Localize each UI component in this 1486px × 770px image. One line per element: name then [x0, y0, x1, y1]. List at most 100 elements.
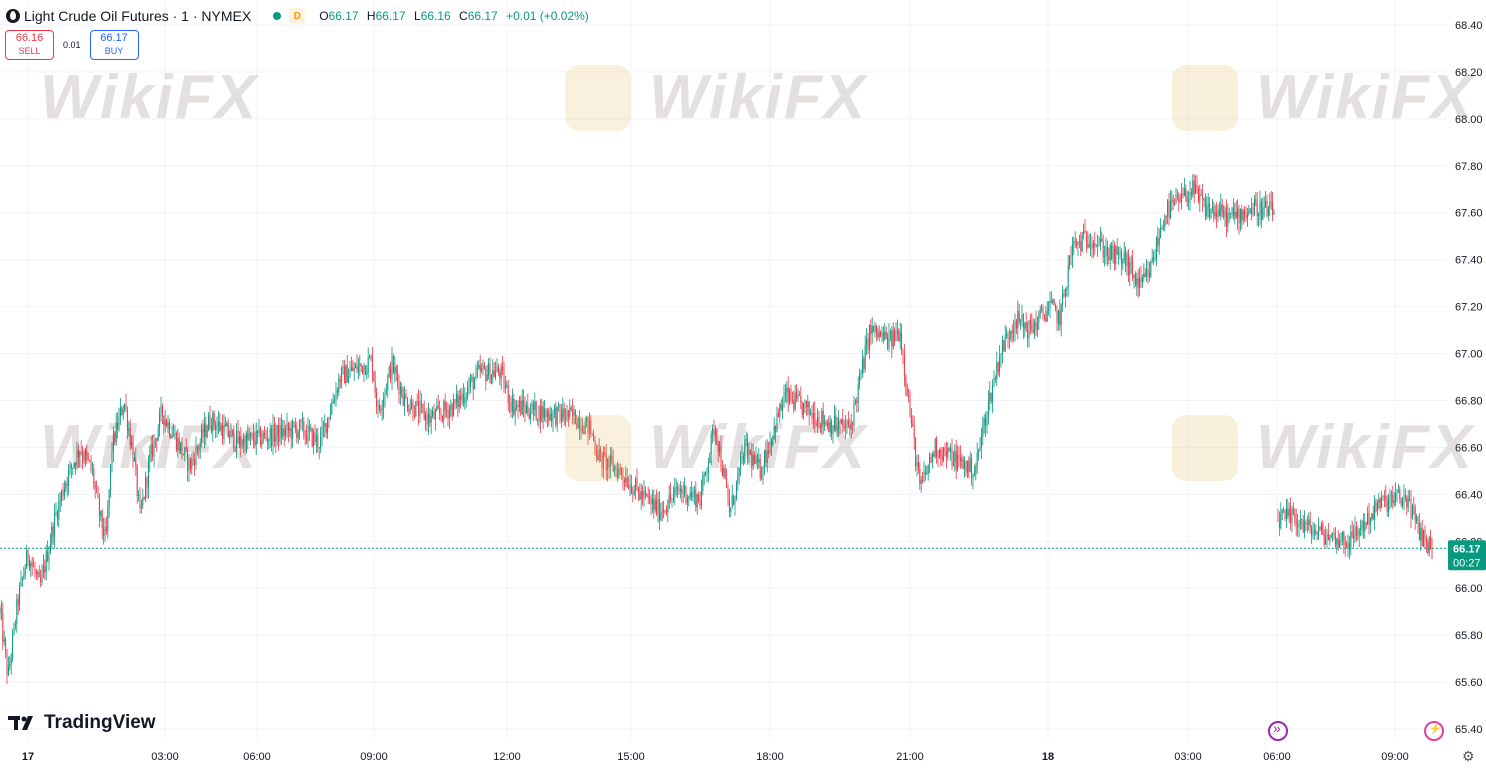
tradingview-logo[interactable]: TradingView	[8, 712, 156, 734]
candle-body	[301, 421, 303, 422]
buy-button[interactable]: 66.17 BUY	[89, 30, 139, 60]
candle-body	[1227, 213, 1229, 226]
candle-body	[558, 404, 560, 407]
candle-body	[1172, 199, 1174, 204]
flash-icon[interactable]	[1424, 721, 1444, 741]
candle-body	[1200, 194, 1202, 196]
candle-body	[612, 460, 614, 471]
candle-body	[12, 633, 14, 658]
candle-body	[609, 455, 611, 468]
candle-body	[196, 446, 198, 450]
candle-body	[793, 400, 795, 410]
candle-body	[173, 434, 175, 437]
candle-body	[1146, 269, 1148, 277]
candle-body	[70, 464, 72, 469]
time-axis[interactable]: 17 03:00 06:00 09:00 12:00 15:00 18:00 21:00 18 0…	[22, 751, 1409, 763]
candle-body	[182, 454, 184, 456]
candle-body	[346, 365, 348, 383]
candle-body	[999, 356, 1001, 372]
candle-body	[1263, 207, 1265, 209]
change-value: +0.01 (+0.02%)	[506, 9, 589, 23]
candle-body	[430, 416, 432, 423]
candle-body	[616, 469, 618, 478]
candle-body	[441, 415, 443, 421]
candle-body	[240, 436, 242, 447]
candle-body	[726, 479, 728, 488]
y-tick-label: 66.80	[1455, 395, 1483, 407]
candle-body	[139, 495, 141, 508]
price-axis[interactable]: 68.40 68.20 68.00 67.80 67.60 67.40 67.20 67.00…	[1455, 20, 1483, 736]
candle-body	[387, 376, 389, 391]
candle-body	[772, 435, 774, 445]
y-tick-label: 68.00	[1455, 114, 1483, 126]
candle-body	[735, 480, 737, 499]
candle-body	[714, 429, 716, 437]
candle-body	[1337, 538, 1339, 548]
candle-body	[285, 429, 287, 436]
candle-body	[69, 464, 71, 470]
candle-body	[1150, 261, 1152, 278]
gear-icon[interactable]: ⚙	[1462, 748, 1475, 764]
candle-body	[199, 442, 201, 450]
candle-body	[483, 364, 485, 369]
candle-body	[877, 332, 879, 338]
candle-body	[945, 450, 947, 457]
candle-body	[903, 353, 905, 375]
candle-body	[600, 449, 602, 453]
candle-body	[1404, 495, 1406, 497]
candle-body	[1378, 498, 1380, 504]
oil-drop-icon[interactable]	[6, 9, 20, 23]
candle-body	[901, 332, 903, 352]
candle-body	[1073, 241, 1075, 244]
candle-body	[20, 578, 22, 586]
delayed-data-badge[interactable]: D	[289, 8, 306, 24]
candle-body	[622, 474, 624, 479]
candle-body	[1362, 520, 1364, 532]
candle-body	[7, 666, 9, 675]
candle-body	[427, 413, 429, 425]
candle-body	[153, 439, 155, 457]
symbol-title[interactable]: Light Crude Oil Futures · 1 · NYMEX	[24, 8, 252, 24]
candle-body	[269, 428, 271, 440]
candle-body	[1050, 300, 1052, 303]
candle-body	[1427, 541, 1429, 553]
candle-body	[278, 425, 280, 442]
candle-body	[507, 384, 509, 403]
candle-body	[786, 387, 788, 393]
candle-body	[264, 432, 266, 435]
candle-body	[168, 421, 170, 436]
market-status-dot-icon[interactable]	[273, 12, 282, 20]
candle-body	[1043, 314, 1045, 317]
candle-body	[275, 434, 277, 442]
candle-body	[55, 512, 57, 514]
candle-body	[866, 338, 868, 346]
candle-body	[1207, 204, 1209, 207]
candle-body	[510, 402, 512, 412]
scroll-to-realtime-icon[interactable]	[1268, 720, 1288, 741]
candle-body	[1126, 253, 1128, 267]
candle-body	[737, 474, 739, 481]
candle-body	[1036, 322, 1038, 330]
candle-body	[1028, 320, 1030, 339]
x-tick-label: 17	[22, 751, 34, 763]
candle-body	[951, 448, 953, 467]
candle-body	[958, 455, 960, 457]
sell-button[interactable]: 66.16 SELL	[5, 30, 54, 60]
candle-body	[1118, 253, 1120, 255]
candle-body	[751, 452, 753, 466]
candle-body	[21, 577, 23, 579]
candle-body	[1165, 216, 1167, 218]
candle-body	[913, 425, 915, 439]
candle-body	[884, 331, 886, 340]
candle-body	[388, 367, 390, 377]
candle-body	[1080, 241, 1082, 252]
candle-body	[457, 394, 459, 407]
candle-body	[135, 457, 137, 467]
candle-body	[930, 456, 932, 463]
candle-body	[377, 404, 379, 407]
candle-body	[478, 365, 480, 369]
candle-body	[800, 395, 802, 403]
candle-body	[996, 362, 998, 380]
candle-body	[143, 497, 145, 499]
